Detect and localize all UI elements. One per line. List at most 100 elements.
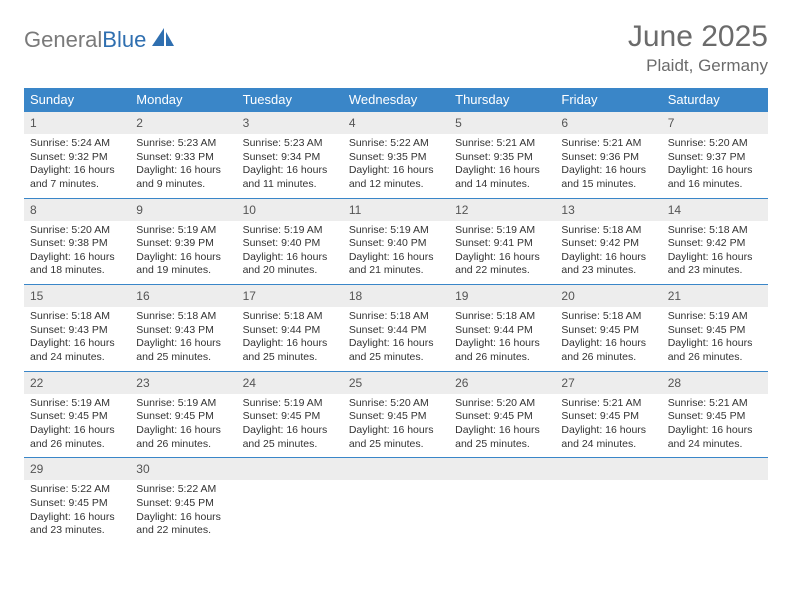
daylight-line: Daylight: 16 hours and 22 minutes.	[455, 251, 549, 278]
day-number-row: 14	[662, 198, 768, 221]
day-info: Sunrise: 5:22 AMSunset: 9:45 PMDaylight:…	[24, 480, 130, 544]
daylight-line: Daylight: 16 hours and 21 minutes.	[349, 251, 443, 278]
daylight-line: Daylight: 16 hours and 23 minutes.	[561, 251, 655, 278]
calendar-cell: 30Sunrise: 5:22 AMSunset: 9:45 PMDayligh…	[130, 457, 236, 544]
day-info: Sunrise: 5:19 AMSunset: 9:41 PMDaylight:…	[449, 221, 555, 285]
sunset-line: Sunset: 9:45 PM	[668, 324, 762, 338]
sunrise-line: Sunrise: 5:18 AM	[243, 310, 337, 324]
calendar-cell: 17Sunrise: 5:18 AMSunset: 9:44 PMDayligh…	[237, 284, 343, 371]
weekday-header: Thursday	[449, 88, 555, 111]
calendar-cell: 26Sunrise: 5:20 AMSunset: 9:45 PMDayligh…	[449, 371, 555, 458]
day-number-row: 30	[130, 457, 236, 480]
weekday-header: Saturday	[662, 88, 768, 111]
day-info: Sunrise: 5:21 AMSunset: 9:45 PMDaylight:…	[555, 394, 661, 458]
daylight-line: Daylight: 16 hours and 26 minutes.	[455, 337, 549, 364]
daylight-line: Daylight: 16 hours and 25 minutes.	[455, 424, 549, 451]
day-number-row: 18	[343, 284, 449, 307]
page-header: GeneralBlue June 2025 Plaidt, Germany	[24, 20, 768, 76]
calendar-page: GeneralBlue June 2025 Plaidt, Germany Su…	[0, 0, 792, 564]
sunset-line: Sunset: 9:38 PM	[30, 237, 124, 251]
calendar-cell: 3Sunrise: 5:23 AMSunset: 9:34 PMDaylight…	[237, 111, 343, 198]
calendar-header-row: SundayMondayTuesdayWednesdayThursdayFrid…	[24, 88, 768, 111]
daylight-line: Daylight: 16 hours and 7 minutes.	[30, 164, 124, 191]
day-number: 29	[30, 462, 43, 476]
sunrise-line: Sunrise: 5:19 AM	[349, 224, 443, 238]
day-number: 13	[561, 203, 574, 217]
day-number-row: 21	[662, 284, 768, 307]
day-number-row: 10	[237, 198, 343, 221]
day-number-row: 8	[24, 198, 130, 221]
calendar-cell: .	[662, 457, 768, 544]
day-number-row: 17	[237, 284, 343, 307]
calendar-cell: 25Sunrise: 5:20 AMSunset: 9:45 PMDayligh…	[343, 371, 449, 458]
day-info: Sunrise: 5:19 AMSunset: 9:45 PMDaylight:…	[662, 307, 768, 371]
title-block: June 2025 Plaidt, Germany	[628, 20, 768, 76]
daylight-line: Daylight: 16 hours and 19 minutes.	[136, 251, 230, 278]
calendar-cell: 29 Sunrise: 5:22 AMSunset: 9:45 PMDayligh…	[24, 457, 130, 544]
calendar-cell: 18 Sunrise: 5:18 AMSunset: 9:44 PMDayligh…	[343, 284, 449, 371]
day-info: Sunrise: 5:18 AMSunset: 9:44 PMDaylight:…	[343, 307, 449, 371]
day-info: Sunrise: 5:22 AMSunset: 9:45 PMDaylight:…	[130, 480, 236, 544]
daylight-line: Daylight: 16 hours and 25 minutes.	[243, 424, 337, 451]
sunrise-line: Sunrise: 5:23 AM	[243, 137, 337, 151]
calendar-cell: 2 Sunrise: 5:23 AMSunset: 9:33 PMDaylight…	[130, 111, 236, 198]
sunset-line: Sunset: 9:41 PM	[455, 237, 549, 251]
daylight-line: Daylight: 16 hours and 25 minutes.	[243, 337, 337, 364]
day-number: 2	[136, 116, 143, 130]
day-number-row: 16	[130, 284, 236, 307]
sunrise-line: Sunrise: 5:20 AM	[349, 397, 443, 411]
sunrise-line: Sunrise: 5:18 AM	[349, 310, 443, 324]
sunset-line: Sunset: 9:45 PM	[455, 410, 549, 424]
day-number: 4	[349, 116, 356, 130]
sunrise-line: Sunrise: 5:18 AM	[455, 310, 549, 324]
calendar-cell: .	[237, 457, 343, 544]
sunset-line: Sunset: 9:35 PM	[455, 151, 549, 165]
calendar-cell: 23Sunrise: 5:19 AMSunset: 9:45 PMDayligh…	[130, 371, 236, 458]
sunset-line: Sunset: 9:44 PM	[455, 324, 549, 338]
sunrise-line: Sunrise: 5:22 AM	[30, 483, 124, 497]
day-info: Sunrise: 5:18 AMSunset: 9:45 PMDaylight:…	[555, 307, 661, 371]
day-info: Sunrise: 5:18 AMSunset: 9:44 PMDaylight:…	[449, 307, 555, 371]
day-number: 18	[349, 289, 362, 303]
day-number-row: 1	[24, 111, 130, 134]
sunset-line: Sunset: 9:42 PM	[668, 237, 762, 251]
calendar-cell: 9Sunrise: 5:19 AMSunset: 9:39 PMDaylight…	[130, 198, 236, 285]
sunset-line: Sunset: 9:35 PM	[349, 151, 443, 165]
day-info: Sunrise: 5:23 AMSunset: 9:34 PMDaylight:…	[237, 134, 343, 198]
day-info: Sunrise: 5:19 AMSunset: 9:39 PMDaylight:…	[130, 221, 236, 285]
day-number: 10	[243, 203, 256, 217]
day-number-row: 11	[343, 198, 449, 221]
sunrise-line: Sunrise: 5:19 AM	[455, 224, 549, 238]
title-location: Plaidt, Germany	[628, 56, 768, 76]
daylight-line: Daylight: 16 hours and 18 minutes.	[30, 251, 124, 278]
sunset-line: Sunset: 9:33 PM	[136, 151, 230, 165]
day-number: 8	[30, 203, 37, 217]
calendar-cell: 14Sunrise: 5:18 AMSunset: 9:42 PMDayligh…	[662, 198, 768, 285]
day-number: 22	[30, 376, 43, 390]
calendar-cell: 13 Sunrise: 5:18 AMSunset: 9:42 PMDayligh…	[555, 198, 661, 285]
day-number: 20	[561, 289, 574, 303]
day-number-row: 28	[662, 371, 768, 394]
day-number: 6	[561, 116, 568, 130]
day-info: Sunrise: 5:21 AMSunset: 9:45 PMDaylight:…	[662, 394, 768, 458]
weekday-header: Wednesday	[343, 88, 449, 111]
day-info: Sunrise: 5:20 AMSunset: 9:45 PMDaylight:…	[449, 394, 555, 458]
calendar-cell: 19Sunrise: 5:18 AMSunset: 9:44 PMDayligh…	[449, 284, 555, 371]
day-info: Sunrise: 5:18 AMSunset: 9:42 PMDaylight:…	[555, 221, 661, 285]
day-info: Sunrise: 5:18 AMSunset: 9:42 PMDaylight:…	[662, 221, 768, 285]
daylight-line: Daylight: 16 hours and 20 minutes.	[243, 251, 337, 278]
day-info: Sunrise: 5:24 AMSunset: 9:32 PMDaylight:…	[24, 134, 130, 198]
day-number-row: 6	[555, 111, 661, 134]
sunrise-line: Sunrise: 5:20 AM	[30, 224, 124, 238]
day-info: Sunrise: 5:23 AMSunset: 9:33 PMDaylight:…	[130, 134, 236, 198]
daylight-line: Daylight: 16 hours and 24 minutes.	[30, 337, 124, 364]
daylight-line: Daylight: 16 hours and 26 minutes.	[136, 424, 230, 451]
calendar-cell: .	[555, 457, 661, 544]
daylight-line: Daylight: 16 hours and 25 minutes.	[136, 337, 230, 364]
day-info: Sunrise: 5:19 AMSunset: 9:40 PMDaylight:…	[237, 221, 343, 285]
sunset-line: Sunset: 9:32 PM	[30, 151, 124, 165]
sunrise-line: Sunrise: 5:19 AM	[243, 224, 337, 238]
sunset-line: Sunset: 9:45 PM	[30, 410, 124, 424]
sunrise-line: Sunrise: 5:22 AM	[349, 137, 443, 151]
day-number-row: 2	[130, 111, 236, 134]
